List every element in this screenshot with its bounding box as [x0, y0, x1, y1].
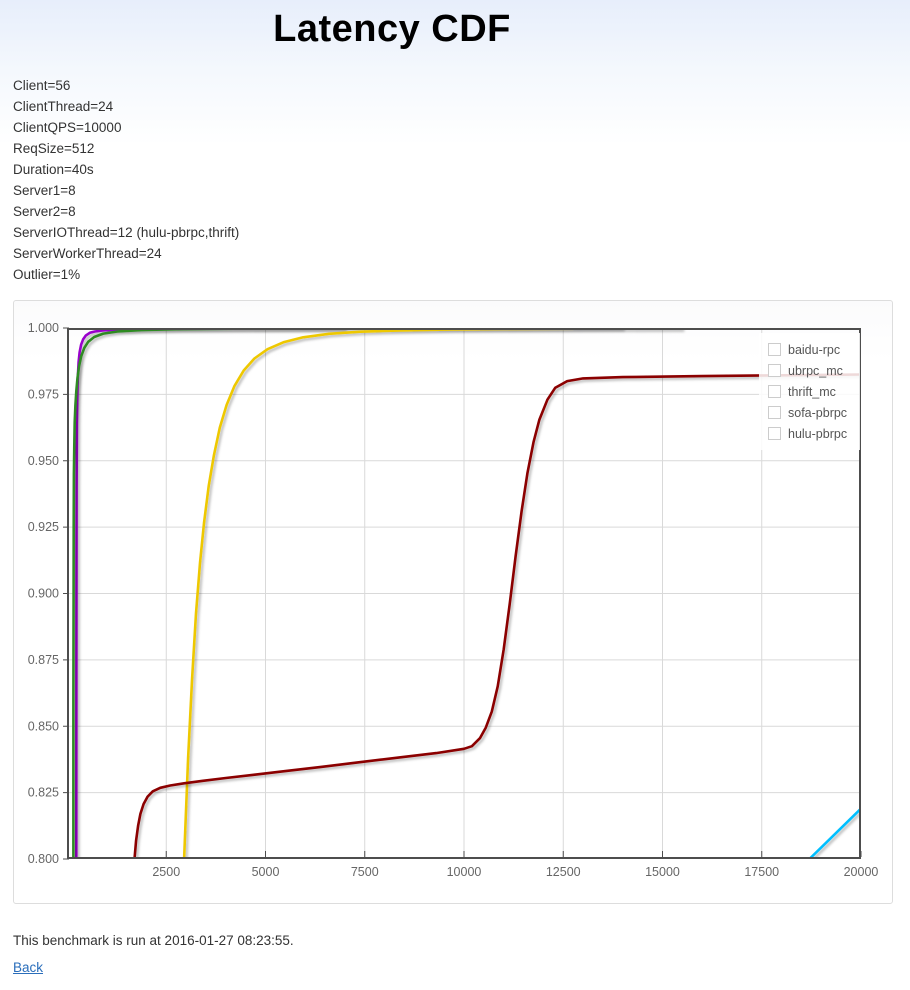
svg-text:5000: 5000: [252, 865, 280, 879]
page-header: Latency CDF: [0, 0, 784, 51]
curve-hulu-pbrpc: [809, 808, 859, 857]
curve-sofa-pbrpc: [133, 373, 859, 857]
legend-swatch-icon: [768, 385, 781, 398]
legend-label: baidu-rpc: [788, 342, 841, 357]
legend-item-hulu-pbrpc: hulu-pbrpc: [768, 423, 852, 444]
legend-item-baidu-rpc: baidu-rpc: [768, 339, 852, 360]
param-req-size: ReqSize=512: [13, 141, 95, 156]
param-server-io-thread: ServerIOThread=12 (hulu-pbrpc,thrift): [13, 225, 240, 240]
legend-label: thrift_mc: [788, 384, 836, 399]
tick-labels: 2500 5000 7500 10000 12500 15000 17500 20000 1.0…: [28, 321, 879, 879]
page-title: Latency CDF: [273, 8, 511, 50]
back-link[interactable]: Back: [13, 960, 44, 975]
curve-ubrpc_mc: [72, 330, 234, 857]
curve-baidu-rpc: [75, 330, 187, 857]
param-duration: Duration=40s: [13, 162, 94, 177]
cdf-curves: [72, 330, 859, 857]
axes: [63, 327, 862, 860]
svg-text:10000: 10000: [447, 865, 482, 879]
legend-swatch-icon: [768, 427, 781, 440]
chart-legend: baidu-rpc ubrpc_mc thrift_mc sofa-pbrpc hulu…: [759, 333, 860, 450]
legend-item-ubrpc_mc: ubrpc_mc: [768, 360, 852, 381]
svg-text:0.925: 0.925: [28, 520, 59, 534]
svg-text:0.850: 0.850: [28, 719, 59, 733]
curve-thrift_mc: [182, 330, 577, 857]
svg-text:7500: 7500: [351, 865, 379, 879]
svg-text:0.900: 0.900: [28, 587, 59, 601]
svg-text:20000: 20000: [844, 865, 879, 879]
legend-label: sofa-pbrpc: [788, 405, 848, 420]
svg-text:1.000: 1.000: [28, 321, 59, 335]
svg-text:12500: 12500: [546, 865, 581, 879]
svg-text:17500: 17500: [744, 865, 779, 879]
svg-text:15000: 15000: [645, 865, 680, 879]
gridlines: [69, 330, 859, 857]
param-server-worker-thread: ServerWorkerThread=24: [13, 246, 162, 261]
param-outlier: Outlier=1%: [13, 267, 81, 282]
param-client: Client=56: [13, 78, 71, 93]
svg-text:0.975: 0.975: [28, 387, 59, 401]
legend-item-thrift_mc: thrift_mc: [768, 381, 852, 402]
legend-swatch-icon: [768, 343, 781, 356]
legend-item-sofa-pbrpc: sofa-pbrpc: [768, 402, 852, 423]
latency-cdf-chart: 2500 5000 7500 10000 12500 15000 17500 20000 1.0…: [13, 300, 893, 904]
param-server1: Server1=8: [13, 183, 76, 198]
legend-swatch-icon: [768, 364, 781, 377]
param-client-thread: ClientThread=24: [13, 99, 114, 114]
param-server2: Server2=8: [13, 204, 76, 219]
cdf-plot: 2500 5000 7500 10000 12500 15000 17500 20000 1.0…: [28, 321, 879, 879]
svg-text:2500: 2500: [152, 865, 180, 879]
svg-text:0.825: 0.825: [28, 786, 59, 800]
benchmark-params: Client=56 ClientThread=24 ClientQPS=1000…: [13, 75, 910, 285]
benchmark-timestamp: This benchmark is run at 2016-01-27 08:2…: [13, 933, 294, 948]
param-client-qps: ClientQPS=10000: [13, 120, 122, 135]
svg-text:0.950: 0.950: [28, 454, 59, 468]
legend-swatch-icon: [768, 406, 781, 419]
legend-label: hulu-pbrpc: [788, 426, 848, 441]
legend-label: ubrpc_mc: [788, 363, 843, 378]
svg-text:0.800: 0.800: [28, 852, 59, 866]
svg-text:0.875: 0.875: [28, 653, 59, 667]
